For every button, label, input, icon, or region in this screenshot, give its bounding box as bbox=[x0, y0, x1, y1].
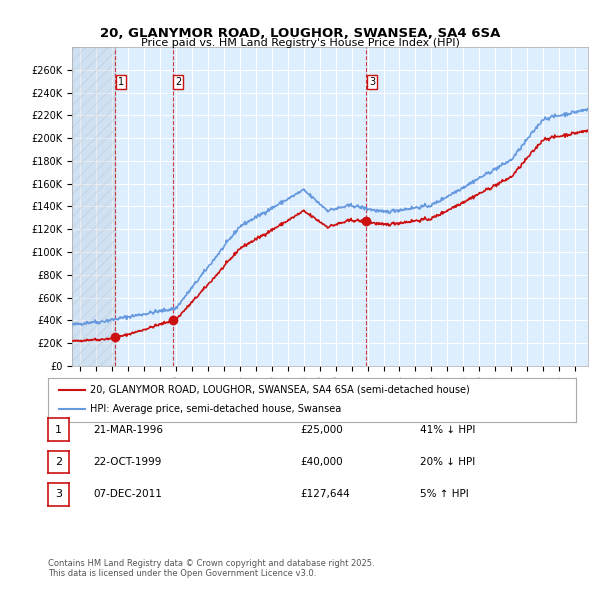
Text: 20, GLANYMOR ROAD, LOUGHOR, SWANSEA, SA4 6SA (semi-detached house): 20, GLANYMOR ROAD, LOUGHOR, SWANSEA, SA4… bbox=[90, 385, 470, 395]
Text: Contains HM Land Registry data © Crown copyright and database right 2025.
This d: Contains HM Land Registry data © Crown c… bbox=[48, 559, 374, 578]
Text: £40,000: £40,000 bbox=[300, 457, 343, 467]
Text: £25,000: £25,000 bbox=[300, 425, 343, 434]
Text: Price paid vs. HM Land Registry's House Price Index (HPI): Price paid vs. HM Land Registry's House … bbox=[140, 38, 460, 48]
Bar bbox=[72, 47, 115, 366]
Text: HPI: Average price, semi-detached house, Swansea: HPI: Average price, semi-detached house,… bbox=[90, 405, 341, 414]
Text: 21-MAR-1996: 21-MAR-1996 bbox=[93, 425, 163, 434]
Text: 3: 3 bbox=[369, 77, 375, 87]
Text: £127,644: £127,644 bbox=[300, 490, 350, 499]
Text: 3: 3 bbox=[55, 490, 62, 499]
Text: 1: 1 bbox=[55, 425, 62, 434]
Text: 20% ↓ HPI: 20% ↓ HPI bbox=[420, 457, 475, 467]
Text: 1: 1 bbox=[118, 77, 124, 87]
Text: 07-DEC-2011: 07-DEC-2011 bbox=[93, 490, 162, 499]
Text: 2: 2 bbox=[175, 77, 181, 87]
Text: 2: 2 bbox=[55, 457, 62, 467]
Text: 22-OCT-1999: 22-OCT-1999 bbox=[93, 457, 161, 467]
Text: 41% ↓ HPI: 41% ↓ HPI bbox=[420, 425, 475, 434]
Text: 5% ↑ HPI: 5% ↑ HPI bbox=[420, 490, 469, 499]
Text: 20, GLANYMOR ROAD, LOUGHOR, SWANSEA, SA4 6SA: 20, GLANYMOR ROAD, LOUGHOR, SWANSEA, SA4… bbox=[100, 27, 500, 40]
